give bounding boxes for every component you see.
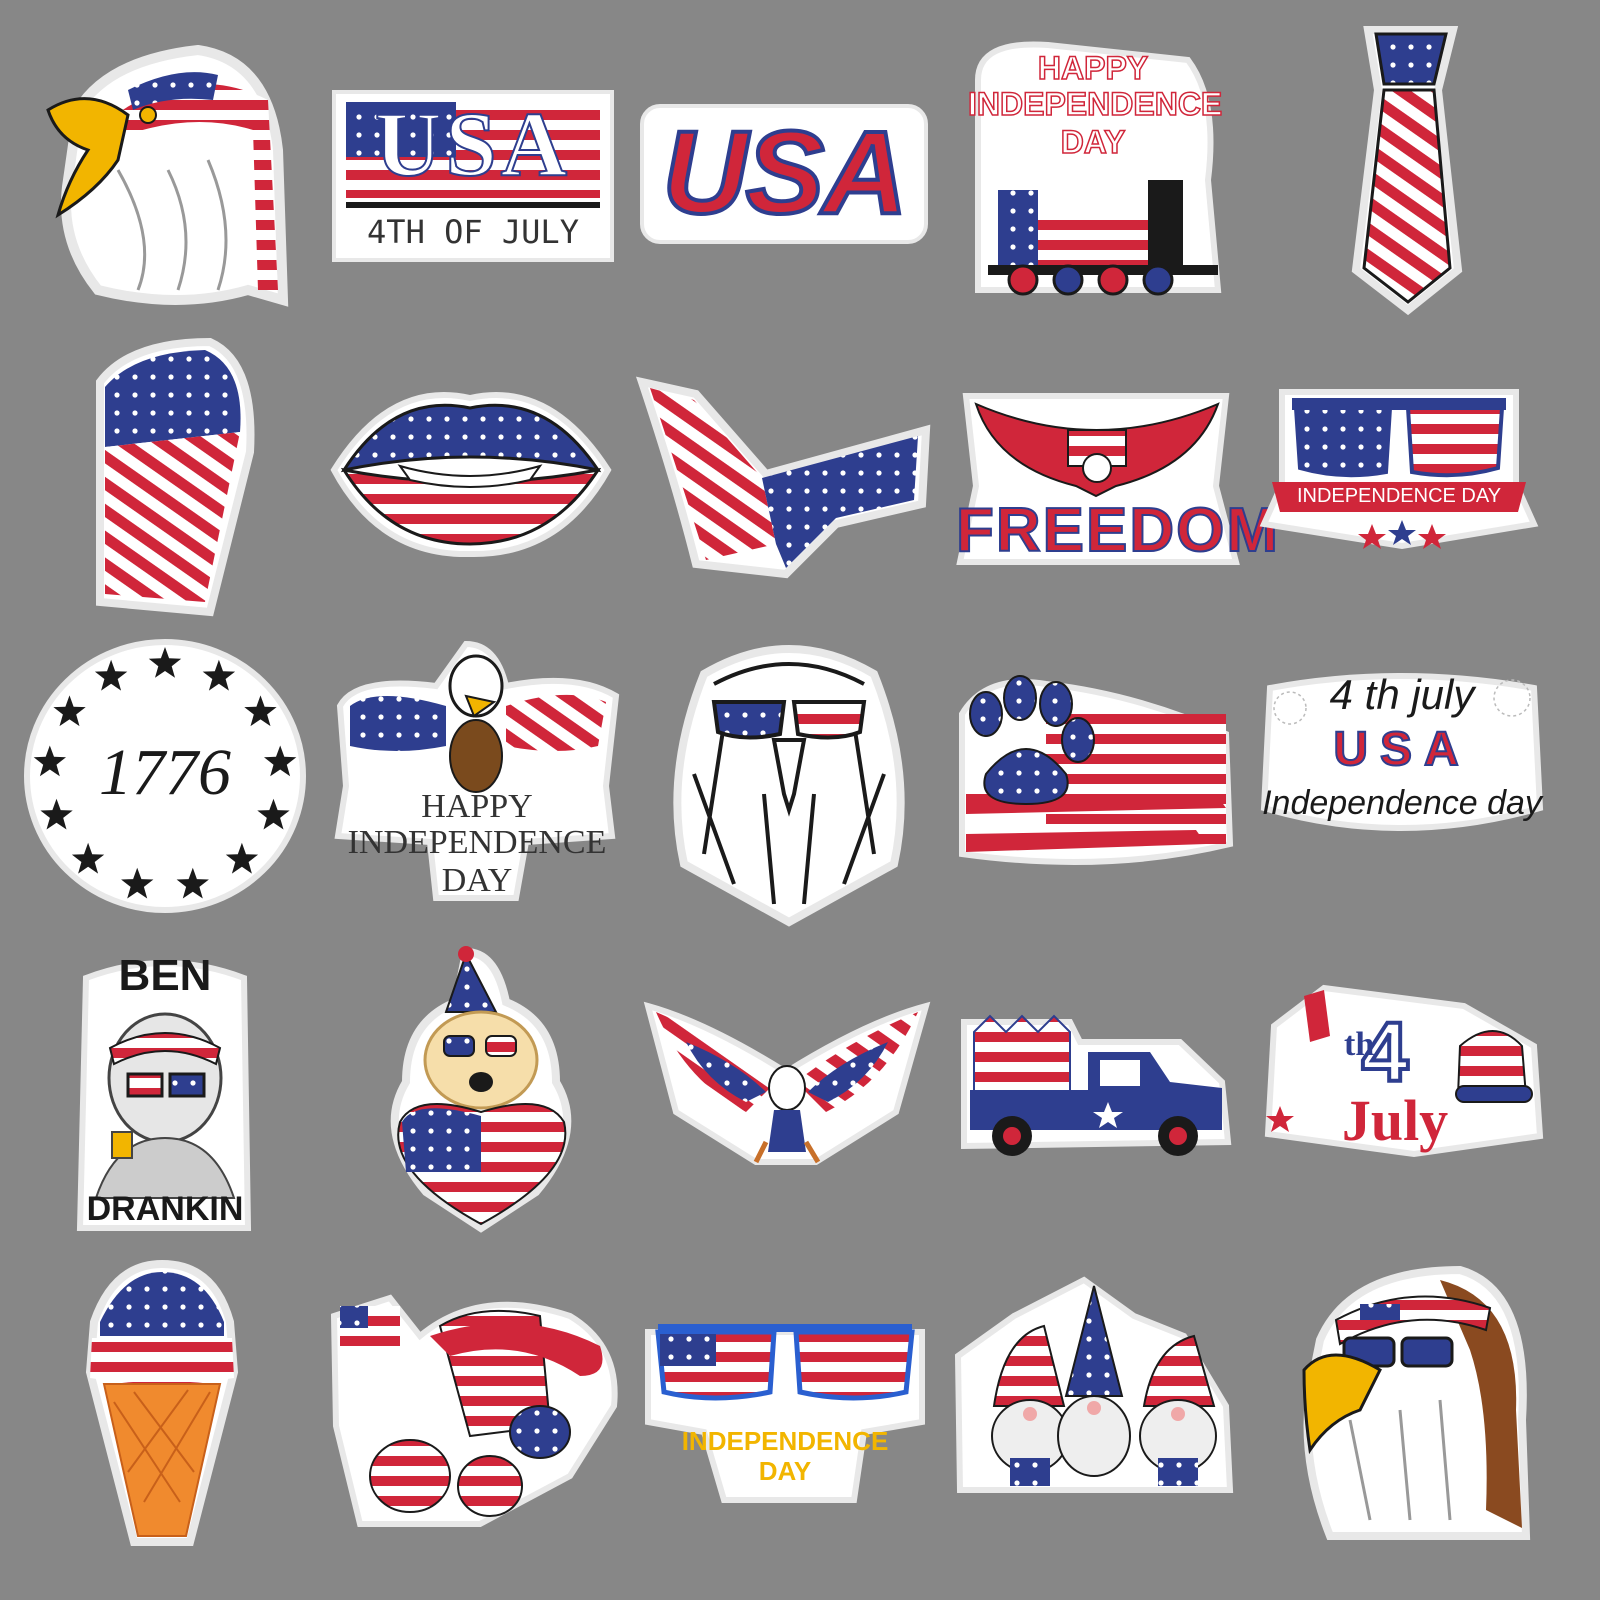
sticker-eagle-sunglasses (664, 634, 914, 927)
sticker-gnomes (954, 1276, 1236, 1494)
sticker-mullet-eagle (1290, 1260, 1532, 1544)
july-text: July (1341, 1088, 1449, 1153)
4th-of-july-text: 4TH OF JULY (367, 213, 579, 251)
star-icon (176, 867, 209, 899)
happy-text: HAPPY (421, 788, 533, 825)
star-icon (71, 842, 105, 874)
day-text: DAY (758, 1456, 812, 1486)
4-text: 4 (1360, 1005, 1411, 1099)
sticker-usa-statue: USA (640, 104, 928, 244)
sticker-independence-glasses: INDEPENDENCE DAY (644, 1312, 926, 1503)
4th-july-text: 4 th july (1329, 671, 1475, 718)
star-icon (264, 745, 297, 777)
drankin-text: DRANKIN (86, 1190, 244, 1228)
sticker-hat-shoes (330, 1294, 618, 1527)
star-icon (148, 647, 182, 678)
sticker-dog-heart (386, 942, 576, 1233)
star-icon (257, 798, 290, 830)
sticker-blue-truck (960, 1012, 1232, 1170)
1776-text: 1776 (99, 736, 231, 809)
sticker-flag-fist (90, 332, 260, 617)
sticker-flag-tie (1348, 20, 1468, 316)
independence-text: INDEPENDENCE (967, 86, 1223, 122)
independence-text: INDEPENDENCE (681, 1426, 889, 1456)
sticker-4th-july-usa: 4 th july USA Independence day (1260, 668, 1544, 844)
usa-text: USA (1332, 723, 1471, 776)
sticker-independence-glasses-banner: INDEPENDENCE DAY (1259, 384, 1539, 550)
sticker-freedom-eagle: FREEDOM (955, 386, 1280, 568)
sticker-1776-stars: 1776 (24, 639, 306, 913)
sticker-flag-lips (330, 374, 612, 558)
usa-statue-text: USA (660, 107, 909, 239)
sticker-flag-eagle-silhouette (635, 374, 932, 579)
freedom-text: FREEDOM (955, 496, 1280, 565)
independence-day-text: Independence day (1262, 784, 1542, 822)
star-icon (40, 798, 73, 830)
independence-day-banner-text: INDEPENDENCE DAY (1296, 485, 1502, 507)
sticker-spread-eagle (643, 1001, 931, 1172)
day-text: DAY (1060, 124, 1126, 160)
sticker-4th-july-hat: 4 th July (1264, 984, 1546, 1158)
star-icon (225, 842, 259, 874)
sticker-usa-4th-of-july: USA 4TH OF JULY (332, 90, 614, 262)
sticker-happy-independence-train: HAPPY INDEPENDENCE DAY (967, 40, 1223, 300)
star-icon (202, 659, 236, 691)
star-icon (244, 695, 277, 727)
th-text: th (1344, 1026, 1375, 1063)
sticker-paw-flag (956, 674, 1234, 884)
sticker-ice-cream (84, 1259, 240, 1546)
star-icon (53, 695, 86, 727)
ben-text: BEN (118, 951, 212, 1000)
independence-text: INDEPENDENCE (347, 824, 607, 861)
sticker-cartoon-eagle: HAPPY INDEPENDENCE DAY (334, 636, 620, 904)
day-text: DAY (441, 862, 513, 899)
usa-text: USA (374, 93, 572, 195)
sticker-eagle-headband (38, 40, 289, 310)
happy-text: HAPPY (1037, 50, 1149, 86)
star-icon (94, 659, 128, 691)
star-icon (33, 745, 66, 777)
sticker-ben-drankin: BEN DRANKIN (76, 948, 254, 1231)
star-icon (121, 867, 154, 899)
